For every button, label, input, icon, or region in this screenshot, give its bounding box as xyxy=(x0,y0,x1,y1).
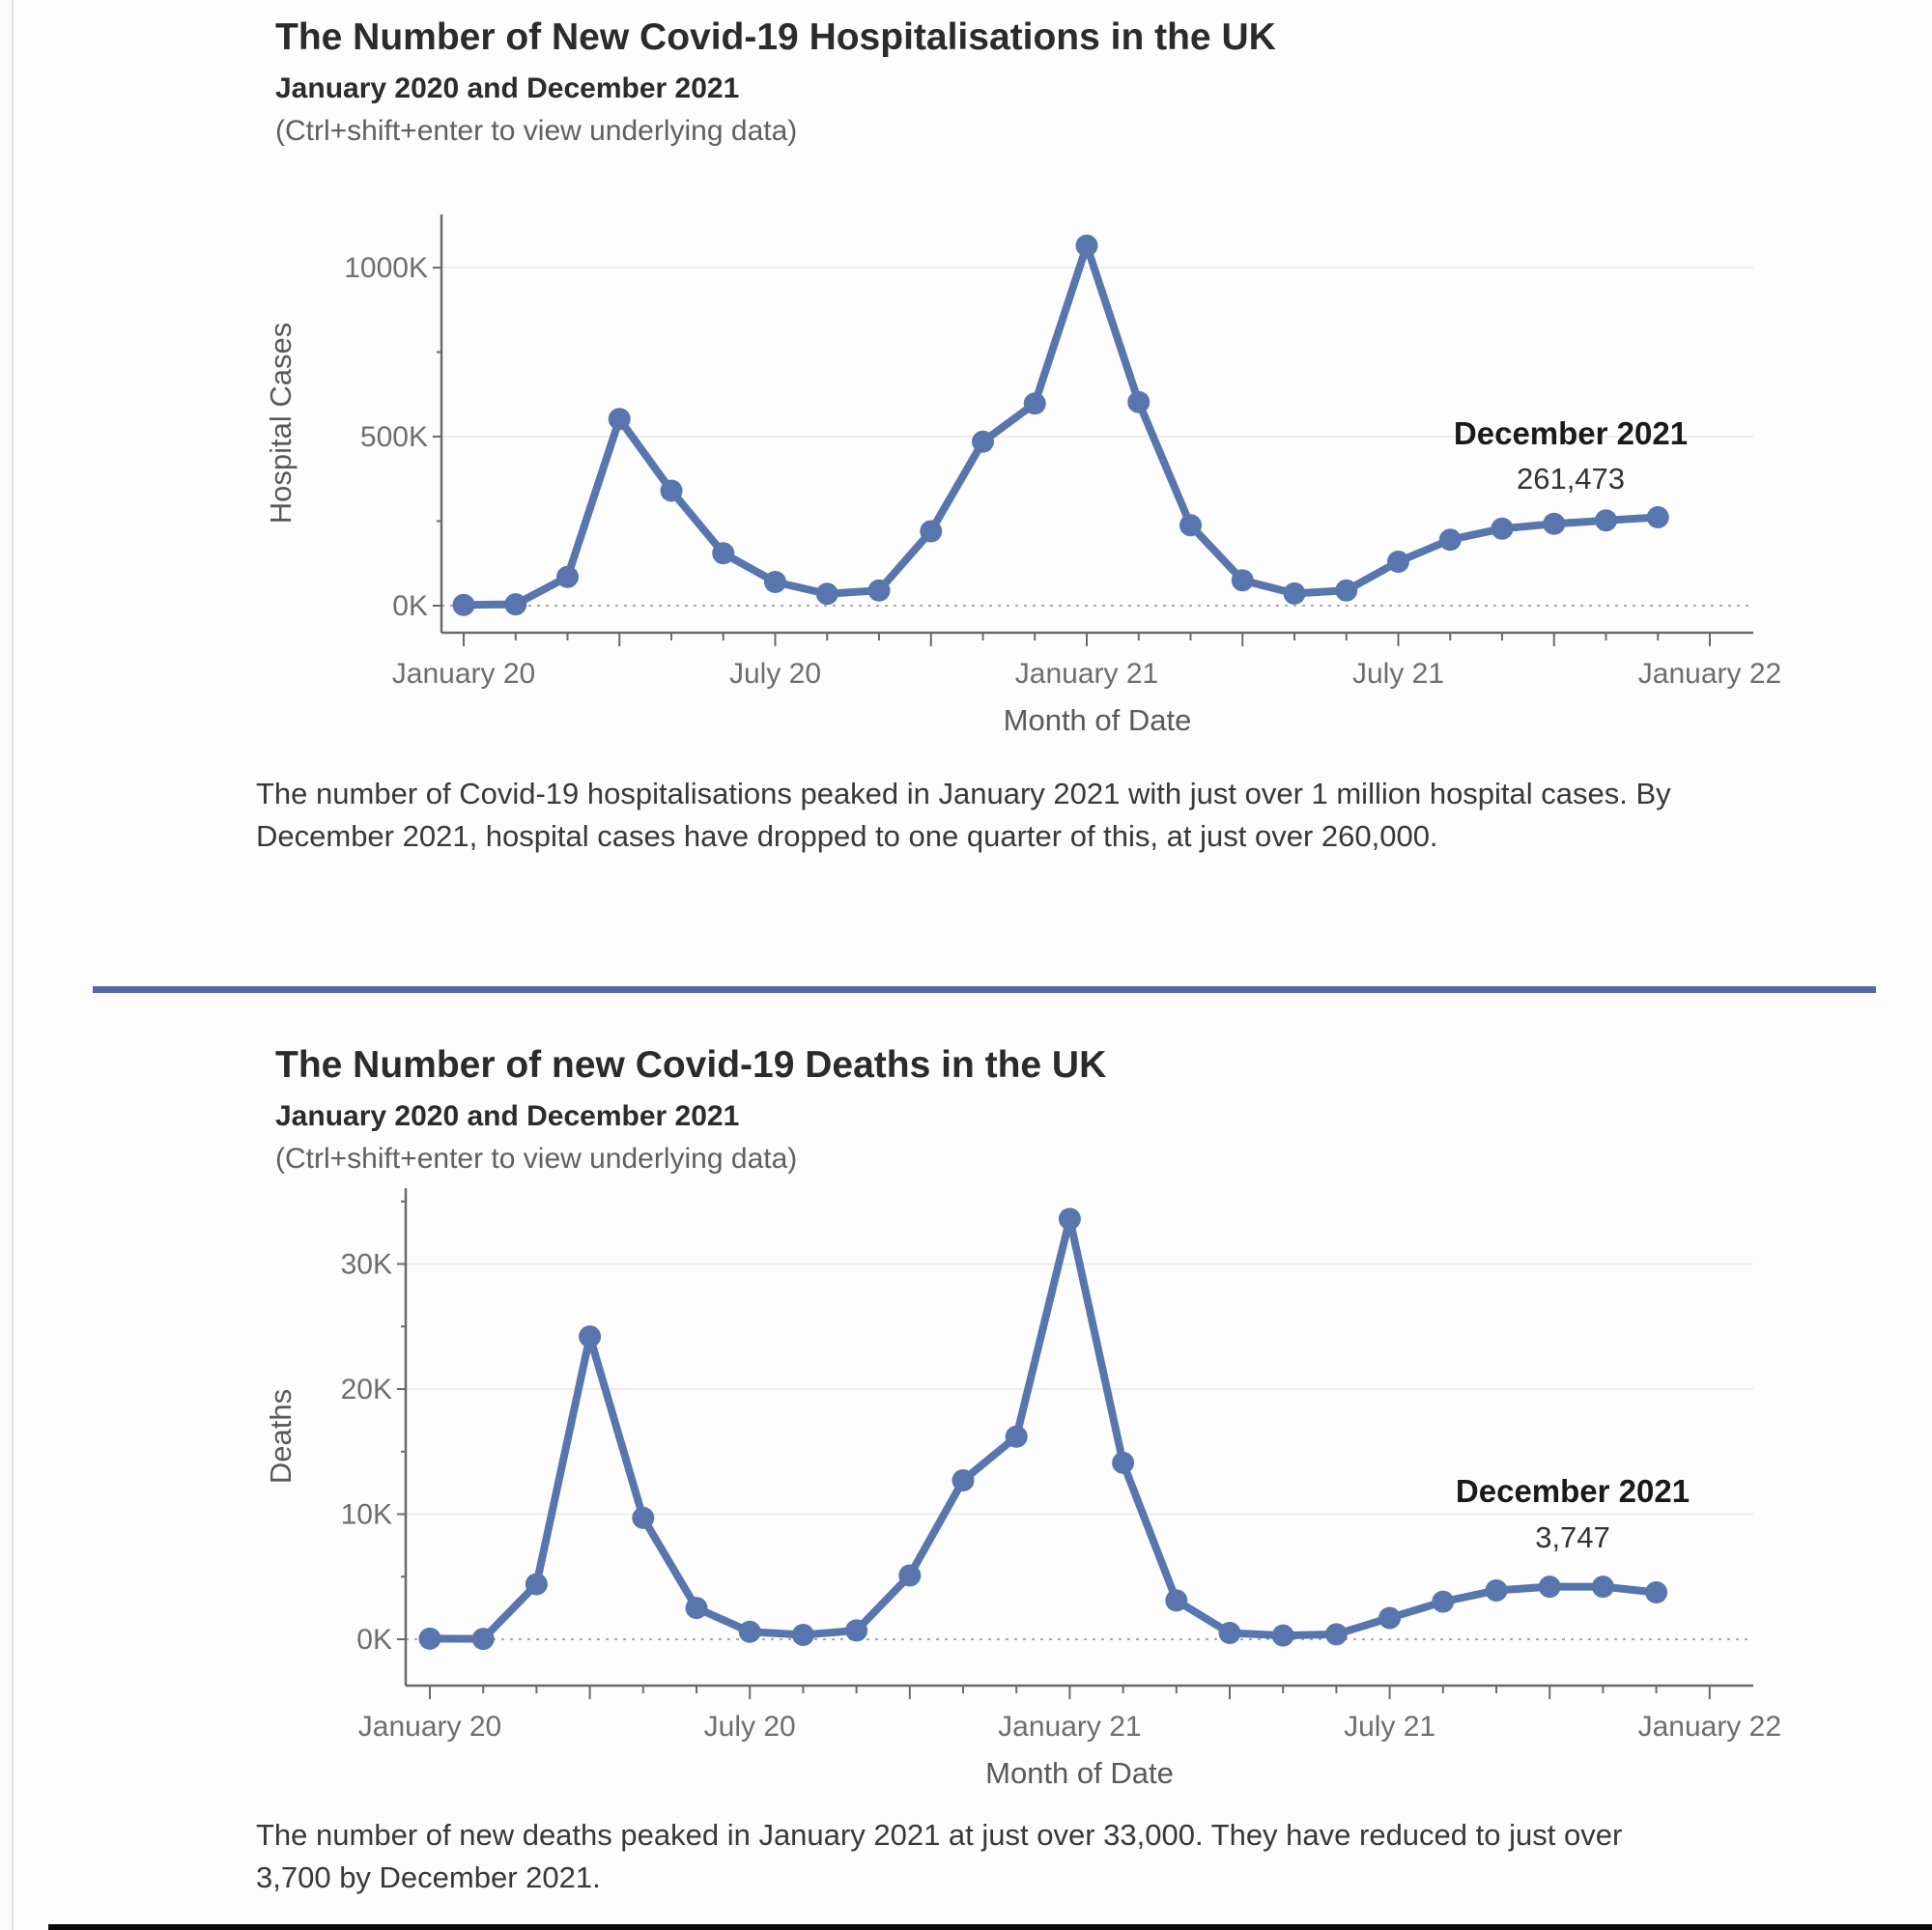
data-point[interactable] xyxy=(608,408,631,431)
data-point[interactable] xyxy=(1538,1575,1561,1599)
data-point[interactable] xyxy=(1075,234,1098,257)
data-point[interactable] xyxy=(1023,392,1046,415)
data-point[interactable] xyxy=(815,582,838,606)
data-point[interactable] xyxy=(579,1325,602,1348)
data-point[interactable] xyxy=(972,430,994,453)
y-tick-label: 1000K xyxy=(344,252,428,284)
data-point[interactable] xyxy=(660,479,683,502)
x-tick-label: January 21 xyxy=(998,1711,1141,1743)
y-tick-label: 500K xyxy=(360,421,428,453)
y-tick-label: 0K xyxy=(392,590,428,622)
data-point[interactable] xyxy=(452,593,475,616)
x-tick-label: July 20 xyxy=(729,658,821,690)
data-point[interactable] xyxy=(738,1620,761,1643)
x-tick-label: July 20 xyxy=(704,1711,796,1743)
deaths-subtitle: January 2020 and December 2021 xyxy=(275,1100,740,1133)
data-point[interactable] xyxy=(1271,1624,1294,1647)
y-tick-label: 30K xyxy=(341,1249,392,1281)
bottom-border xyxy=(48,1924,1932,1930)
data-point[interactable] xyxy=(952,1469,975,1492)
data-point[interactable] xyxy=(685,1597,708,1620)
data-point[interactable] xyxy=(1595,509,1617,532)
data-point[interactable] xyxy=(1324,1623,1348,1646)
x-tick-label: January 22 xyxy=(1638,658,1781,690)
x-tick-label: July 21 xyxy=(1344,1711,1435,1743)
data-point[interactable] xyxy=(1646,505,1669,528)
data-point[interactable] xyxy=(1165,1589,1188,1612)
deaths-hint: (Ctrl+shift+enter to view underlying dat… xyxy=(275,1143,798,1176)
annotation-label: December 2021 xyxy=(1454,415,1688,451)
deaths-caption: The number of new deaths peaked in Janua… xyxy=(256,1818,1623,1895)
data-point[interactable] xyxy=(898,1564,922,1587)
x-tick-label: January 20 xyxy=(358,1711,501,1743)
data-line xyxy=(426,1214,1661,1643)
x-axis-title: Month of Date xyxy=(985,1756,1174,1790)
data-point[interactable] xyxy=(1491,517,1514,540)
hospitalisations-subtitle: January 2020 and December 2021 xyxy=(275,72,740,105)
data-point[interactable] xyxy=(1218,1622,1241,1645)
data-point[interactable] xyxy=(632,1506,655,1529)
annotation-value: 261,473 xyxy=(1517,462,1625,496)
data-point[interactable] xyxy=(1432,1590,1455,1613)
data-point[interactable] xyxy=(504,593,527,616)
hospitalisations-title: The Number of New Covid-19 Hospitalisati… xyxy=(275,16,1276,58)
y-tick-label: 10K xyxy=(341,1499,392,1531)
data-point[interactable] xyxy=(418,1627,441,1650)
data-point[interactable] xyxy=(1005,1425,1028,1448)
data-point[interactable] xyxy=(1485,1578,1508,1602)
data-point[interactable] xyxy=(1335,579,1358,602)
data-point[interactable] xyxy=(1543,512,1566,535)
deaths-line-chart[interactable]: 0K 10K 20K 30K January 20 July 20 January 21 Ju… xyxy=(0,1169,1932,1802)
data-point[interactable] xyxy=(845,1619,868,1642)
x-tick-label: July 21 xyxy=(1352,658,1444,690)
data-point[interactable] xyxy=(764,571,786,593)
data-point[interactable] xyxy=(712,542,735,565)
x-tick-label: January 21 xyxy=(1015,658,1158,690)
annotation-value: 3,747 xyxy=(1535,1520,1610,1554)
x-tick-label: January 22 xyxy=(1638,1711,1781,1743)
hospitalisations-hint: (Ctrl+shift+enter to view underlying dat… xyxy=(275,115,798,148)
data-point[interactable] xyxy=(1645,1580,1668,1604)
data-point[interactable] xyxy=(556,565,579,588)
data-point[interactable] xyxy=(1179,514,1202,537)
annotation-label: December 2021 xyxy=(1456,1473,1690,1509)
data-point[interactable] xyxy=(1231,569,1254,592)
left-border xyxy=(0,0,14,1930)
y-axis-title: Deaths xyxy=(264,1389,298,1484)
data-point[interactable] xyxy=(525,1573,548,1596)
data-point[interactable] xyxy=(1058,1207,1081,1231)
deaths-title: The Number of new Covid-19 Deaths in the… xyxy=(275,1044,1107,1086)
data-point[interactable] xyxy=(1438,528,1462,552)
data-point[interactable] xyxy=(1283,582,1306,605)
data-point[interactable] xyxy=(1591,1575,1614,1599)
x-axis-title: Month of Date xyxy=(1004,703,1192,737)
data-point[interactable] xyxy=(471,1628,495,1651)
hospitalisations-caption: The number of Covid-19 hospitalisations … xyxy=(256,777,1671,854)
data-point[interactable] xyxy=(1378,1606,1402,1630)
data-point[interactable] xyxy=(1387,551,1409,573)
y-tick-label: 20K xyxy=(341,1374,392,1405)
data-point[interactable] xyxy=(1112,1451,1135,1474)
data-point[interactable] xyxy=(791,1623,814,1646)
y-tick-label: 0K xyxy=(356,1624,392,1656)
deaths-panel: The Number of new Covid-19 Deaths in the… xyxy=(275,1043,1724,1176)
hospitalisations-line-chart[interactable]: 0K 500K 1000K January 20 July 20 January 21 Ju… xyxy=(0,145,1932,753)
data-point[interactable] xyxy=(920,520,943,543)
hospitalisations-panel: The Number of New Covid-19 Hospitalisati… xyxy=(275,15,1724,148)
section-divider xyxy=(93,986,1876,993)
x-tick-label: January 20 xyxy=(392,658,535,690)
data-point[interactable] xyxy=(867,579,891,602)
data-point[interactable] xyxy=(1127,390,1151,413)
y-axis-title: Hospital Cases xyxy=(264,323,298,524)
